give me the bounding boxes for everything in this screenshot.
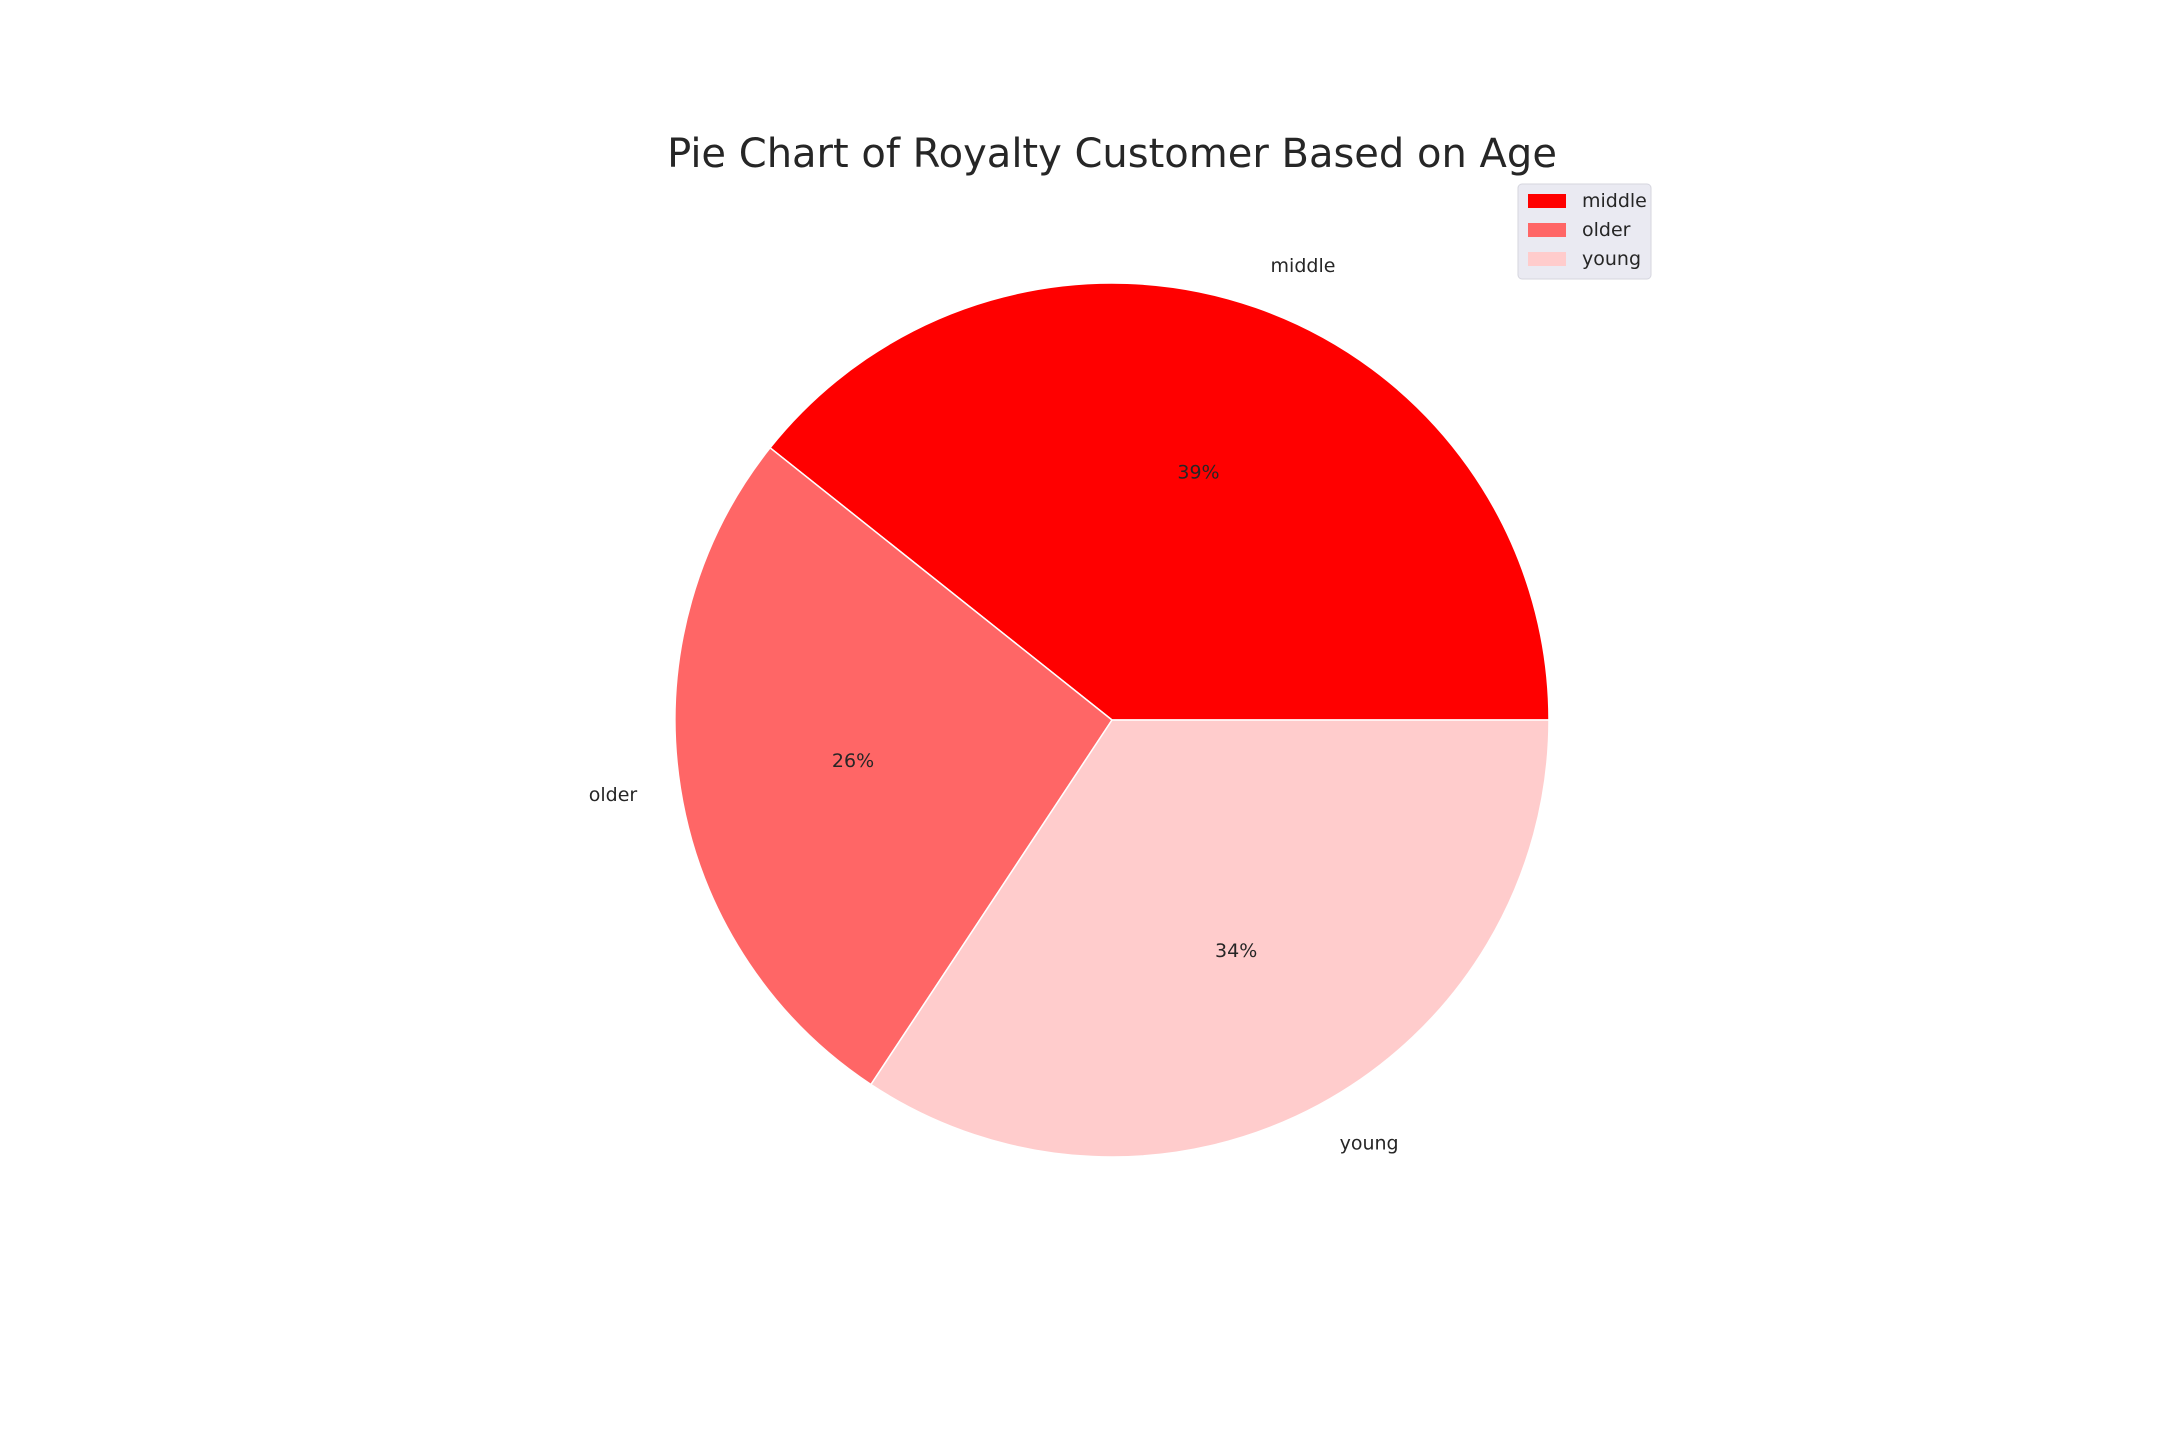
pie-slice-middle xyxy=(769,282,1550,721)
pct-label-young: 34% xyxy=(1215,940,1257,962)
slice-label-young: young xyxy=(1340,1132,1399,1154)
pie-slice-older xyxy=(674,446,1114,1086)
pie-labels: 39% middle 26% older 34% young xyxy=(589,255,1399,1154)
legend-swatch-young xyxy=(1528,252,1566,266)
slice-label-older: older xyxy=(589,784,638,806)
legend-label-older: older xyxy=(1582,219,1631,241)
chart-title: Pie Chart of Royalty Customer Based on A… xyxy=(667,131,1557,177)
slice-label-middle: middle xyxy=(1271,255,1336,277)
pie-slice-young xyxy=(869,719,1550,1158)
pct-label-older: 26% xyxy=(832,750,874,772)
legend-swatch-older xyxy=(1528,223,1566,237)
legend-swatch-middle xyxy=(1528,194,1566,208)
legend: middle older young xyxy=(1517,183,1652,280)
pie-slices xyxy=(674,282,1550,1158)
legend-label-middle: middle xyxy=(1582,190,1647,212)
pct-label-middle: 39% xyxy=(1177,461,1219,483)
legend-label-young: young xyxy=(1582,248,1641,270)
